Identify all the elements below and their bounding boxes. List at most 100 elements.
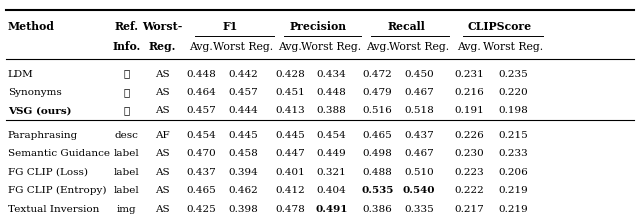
Text: 0.464: 0.464 <box>186 88 216 97</box>
Text: VSG (ours): VSG (ours) <box>8 107 71 115</box>
Text: Worst Reg.: Worst Reg. <box>213 42 273 52</box>
Text: 0.321: 0.321 <box>316 168 346 177</box>
Text: 0.335: 0.335 <box>404 205 434 214</box>
Text: 0.215: 0.215 <box>499 131 528 140</box>
Text: 0.401: 0.401 <box>275 168 305 177</box>
Text: CLIPScore: CLIPScore <box>467 21 531 32</box>
Text: Reg.: Reg. <box>148 41 175 52</box>
Text: Semantic Guidance: Semantic Guidance <box>8 149 109 158</box>
Text: AS: AS <box>155 205 169 214</box>
Text: label: label <box>114 186 140 195</box>
Text: 0.226: 0.226 <box>454 131 484 140</box>
Text: 0.434: 0.434 <box>316 70 346 78</box>
Text: Precision: Precision <box>290 21 347 32</box>
Text: 0.451: 0.451 <box>275 88 305 97</box>
Text: 0.412: 0.412 <box>275 186 305 195</box>
Text: 0.457: 0.457 <box>186 107 216 115</box>
Text: 0.448: 0.448 <box>316 88 346 97</box>
Text: 0.457: 0.457 <box>228 88 259 97</box>
Text: 0.386: 0.386 <box>363 205 392 214</box>
Text: Synonyms: Synonyms <box>8 88 61 97</box>
Text: Ref.: Ref. <box>115 21 139 32</box>
Text: 0.217: 0.217 <box>454 205 484 214</box>
Text: 0.216: 0.216 <box>454 88 484 97</box>
Text: 0.388: 0.388 <box>316 107 346 115</box>
Text: AS: AS <box>155 70 169 78</box>
Text: 0.206: 0.206 <box>499 168 528 177</box>
Text: 0.233: 0.233 <box>499 149 528 158</box>
Text: 0.235: 0.235 <box>499 70 528 78</box>
Text: 0.437: 0.437 <box>404 131 434 140</box>
Text: 0.447: 0.447 <box>275 149 305 158</box>
Text: AS: AS <box>155 107 169 115</box>
Text: 0.413: 0.413 <box>275 107 305 115</box>
Text: label: label <box>114 149 140 158</box>
Text: 0.498: 0.498 <box>363 149 392 158</box>
Text: 0.454: 0.454 <box>316 131 346 140</box>
Text: FG CLIP (Loss): FG CLIP (Loss) <box>8 168 88 177</box>
Text: AF: AF <box>155 131 169 140</box>
Text: Avg.: Avg. <box>366 42 390 52</box>
Text: 0.425: 0.425 <box>186 205 216 214</box>
Text: Info.: Info. <box>113 41 141 52</box>
Text: Recall: Recall <box>387 21 425 32</box>
Text: 0.518: 0.518 <box>404 107 434 115</box>
Text: Method: Method <box>8 21 54 32</box>
Text: 0.470: 0.470 <box>186 149 216 158</box>
Text: label: label <box>114 168 140 177</box>
Text: Textual Inversion: Textual Inversion <box>8 205 99 214</box>
Text: 0.465: 0.465 <box>363 131 392 140</box>
Text: 0.479: 0.479 <box>363 88 392 97</box>
Text: 0.398: 0.398 <box>228 205 259 214</box>
Text: Avg.: Avg. <box>278 42 302 52</box>
Text: 0.516: 0.516 <box>363 107 392 115</box>
Text: 0.198: 0.198 <box>499 107 528 115</box>
Text: 0.458: 0.458 <box>228 149 259 158</box>
Text: ✗: ✗ <box>124 107 130 115</box>
Text: 0.445: 0.445 <box>275 131 305 140</box>
Text: 0.448: 0.448 <box>186 70 216 78</box>
Text: 0.437: 0.437 <box>186 168 216 177</box>
Text: 0.449: 0.449 <box>316 149 346 158</box>
Text: F1: F1 <box>222 21 237 32</box>
Text: AS: AS <box>155 186 169 195</box>
Text: FG CLIP (Entropy): FG CLIP (Entropy) <box>8 186 106 195</box>
Text: 0.394: 0.394 <box>228 168 259 177</box>
Text: 0.444: 0.444 <box>228 107 259 115</box>
Text: 0.404: 0.404 <box>316 186 346 195</box>
Text: 0.462: 0.462 <box>228 186 259 195</box>
Text: Paraphrasing: Paraphrasing <box>8 131 78 140</box>
Text: 0.540: 0.540 <box>403 186 435 195</box>
Text: 0.478: 0.478 <box>275 205 305 214</box>
Text: 0.467: 0.467 <box>404 88 434 97</box>
Text: 0.219: 0.219 <box>499 205 528 214</box>
Text: 0.428: 0.428 <box>275 70 305 78</box>
Text: Worst Reg.: Worst Reg. <box>483 42 543 52</box>
Text: ✗: ✗ <box>124 88 130 97</box>
Text: 0.219: 0.219 <box>499 186 528 195</box>
Text: Avg.: Avg. <box>189 42 212 52</box>
Text: 0.223: 0.223 <box>454 168 484 177</box>
Text: 0.222: 0.222 <box>454 186 484 195</box>
Text: AS: AS <box>155 88 169 97</box>
Text: AS: AS <box>155 168 169 177</box>
Text: 0.191: 0.191 <box>454 107 484 115</box>
Text: Avg.: Avg. <box>458 42 481 52</box>
Text: ✗: ✗ <box>124 70 130 78</box>
Text: Worst Reg.: Worst Reg. <box>389 42 449 52</box>
Text: desc: desc <box>115 131 139 140</box>
Text: 0.442: 0.442 <box>228 70 259 78</box>
Text: Worst-: Worst- <box>141 21 182 32</box>
Text: 0.230: 0.230 <box>454 149 484 158</box>
Text: AS: AS <box>155 149 169 158</box>
Text: 0.510: 0.510 <box>404 168 434 177</box>
Text: 0.491: 0.491 <box>315 205 348 214</box>
Text: 0.467: 0.467 <box>404 149 434 158</box>
Text: 0.450: 0.450 <box>404 70 434 78</box>
Text: 0.535: 0.535 <box>362 186 394 195</box>
Text: 0.472: 0.472 <box>363 70 392 78</box>
Text: 0.445: 0.445 <box>228 131 259 140</box>
Text: 0.488: 0.488 <box>363 168 392 177</box>
Text: 0.454: 0.454 <box>186 131 216 140</box>
Text: 0.220: 0.220 <box>499 88 528 97</box>
